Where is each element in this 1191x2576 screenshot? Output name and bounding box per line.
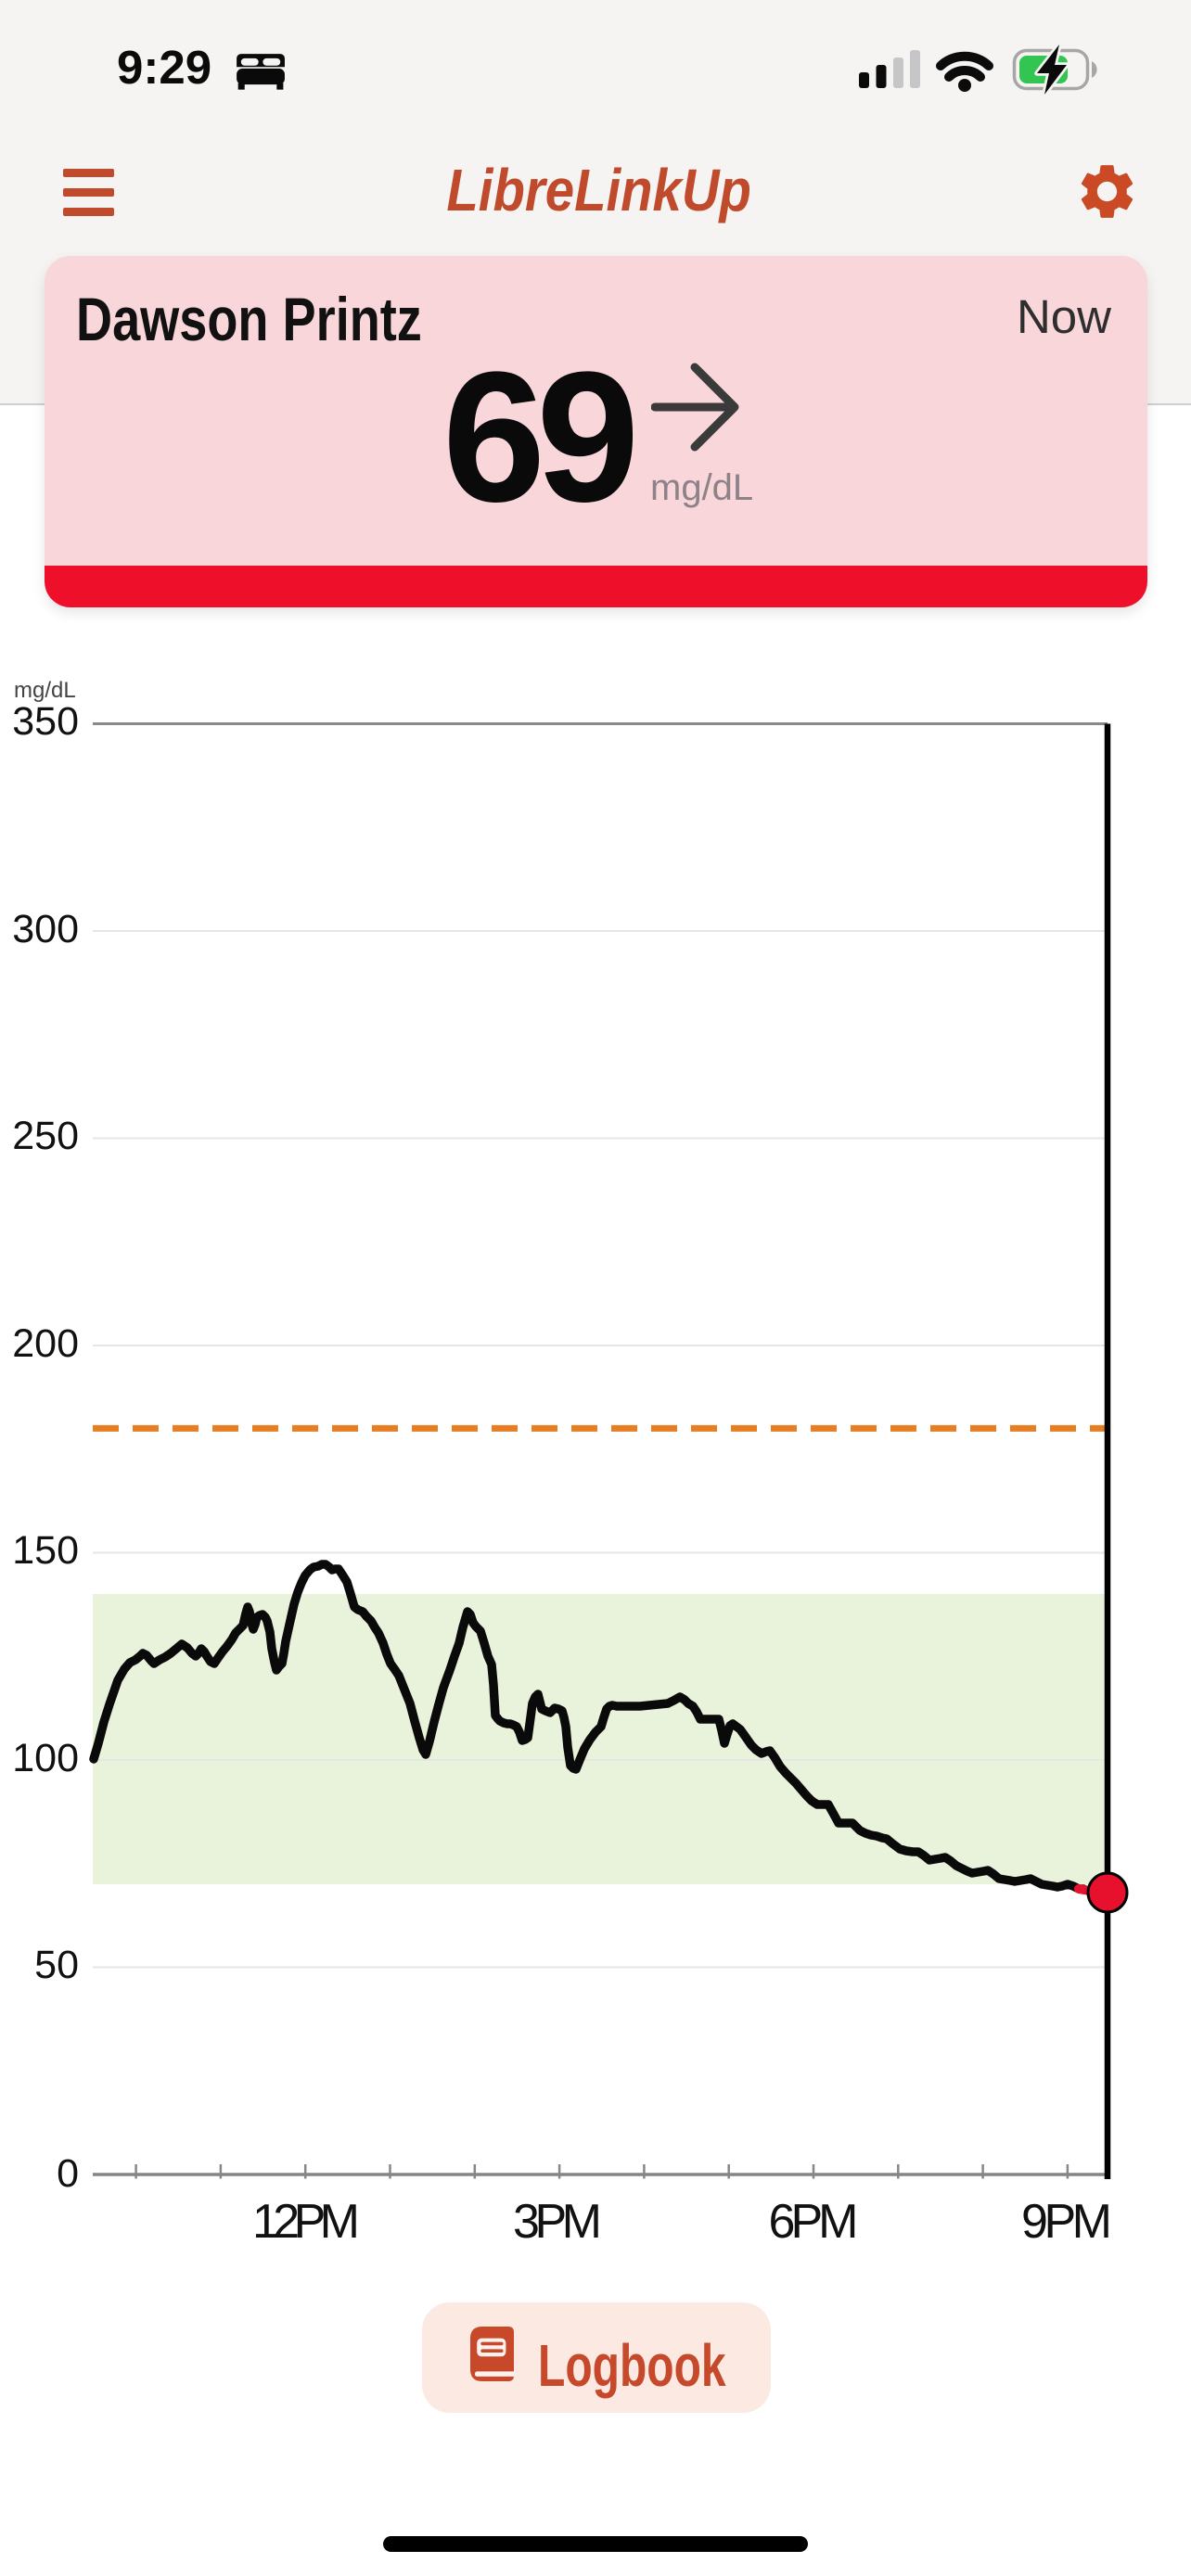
svg-text:300: 300: [12, 907, 79, 951]
svg-text:6PM: 6PM: [769, 2195, 859, 2249]
svg-text:9PM: 9PM: [1021, 2195, 1112, 2249]
svg-text:12PM: 12PM: [252, 2195, 360, 2249]
svg-text:100: 100: [12, 1736, 79, 1780]
svg-text:350: 350: [12, 699, 79, 744]
svg-text:250: 250: [12, 1114, 79, 1158]
svg-text:50: 50: [34, 1943, 79, 1987]
svg-text:200: 200: [12, 1321, 79, 1366]
svg-text:0: 0: [57, 2151, 79, 2196]
svg-text:mg/dL: mg/dL: [14, 678, 76, 703]
svg-text:3PM: 3PM: [513, 2195, 602, 2249]
svg-text:150: 150: [12, 1528, 79, 1573]
